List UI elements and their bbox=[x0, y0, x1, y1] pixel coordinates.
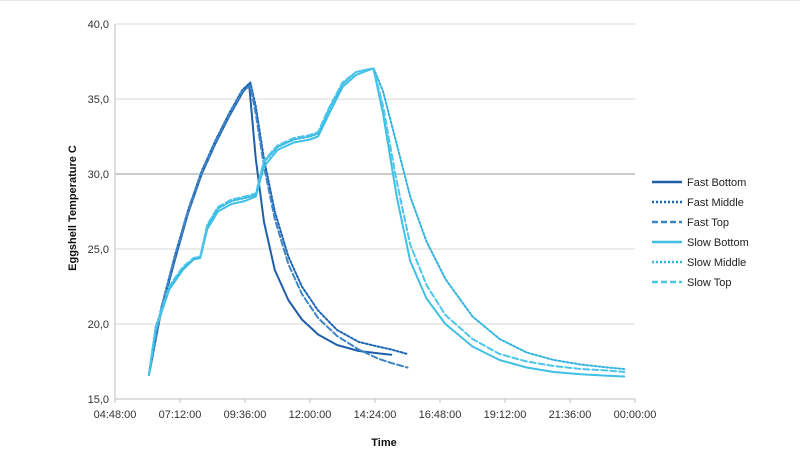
y-tick-label: 40,0 bbox=[88, 19, 109, 31]
x-tick-label: 19:12:00 bbox=[484, 409, 527, 421]
x-tick-label: 21:36:00 bbox=[549, 409, 592, 421]
y-tick-label: 30,0 bbox=[88, 169, 109, 181]
x-tick-label: 00:00:00 bbox=[614, 409, 657, 421]
series-lines bbox=[147, 67, 626, 378]
x-tick-label: 04:48:00 bbox=[94, 409, 137, 421]
y-tick-label: 35,0 bbox=[88, 94, 109, 106]
series-line-slow-top bbox=[147, 68, 626, 376]
y-tick-label: 20,0 bbox=[88, 319, 109, 331]
top-border bbox=[0, 0, 800, 1]
y-tick-label: 15,0 bbox=[88, 394, 109, 406]
series-line-fast-bottom bbox=[147, 83, 393, 376]
legend-label: Slow Middle bbox=[687, 257, 746, 269]
x-tick-label: 14:24:00 bbox=[354, 409, 397, 421]
legend-label: Fast Bottom bbox=[687, 177, 746, 189]
x-tick-label: 12:00:00 bbox=[289, 409, 332, 421]
x-tick-label: 07:12:00 bbox=[159, 409, 202, 421]
series-line-slow-middle bbox=[147, 67, 626, 376]
y-tick-labels: 15,0 20,0 25,0 30,0 35,0 40,0 bbox=[88, 19, 109, 406]
series-line-fast-top bbox=[147, 84, 409, 376]
x-tick-labels: 04:48:00 07:12:00 09:36:00 12:00:00 14:24:00… bbox=[94, 399, 657, 421]
y-axis-title: Eggshell Temperature C bbox=[67, 145, 79, 271]
legend-label: Fast Top bbox=[687, 217, 729, 229]
legend-label: Slow Bottom bbox=[687, 237, 749, 249]
x-tick-label: 09:36:00 bbox=[224, 409, 267, 421]
y-tick-label: 25,0 bbox=[88, 244, 109, 256]
x-tick-label: 16:48:00 bbox=[419, 409, 462, 421]
legend-label: Slow Top bbox=[687, 277, 731, 289]
series-line-slow-bottom bbox=[147, 68, 626, 378]
gridlines bbox=[115, 23, 635, 325]
x-axis-title: Time bbox=[371, 437, 396, 449]
legend-label: Fast Middle bbox=[687, 197, 744, 209]
legend: Fast Bottom Fast Middle Fast Top Slow Botto… bbox=[652, 177, 749, 289]
